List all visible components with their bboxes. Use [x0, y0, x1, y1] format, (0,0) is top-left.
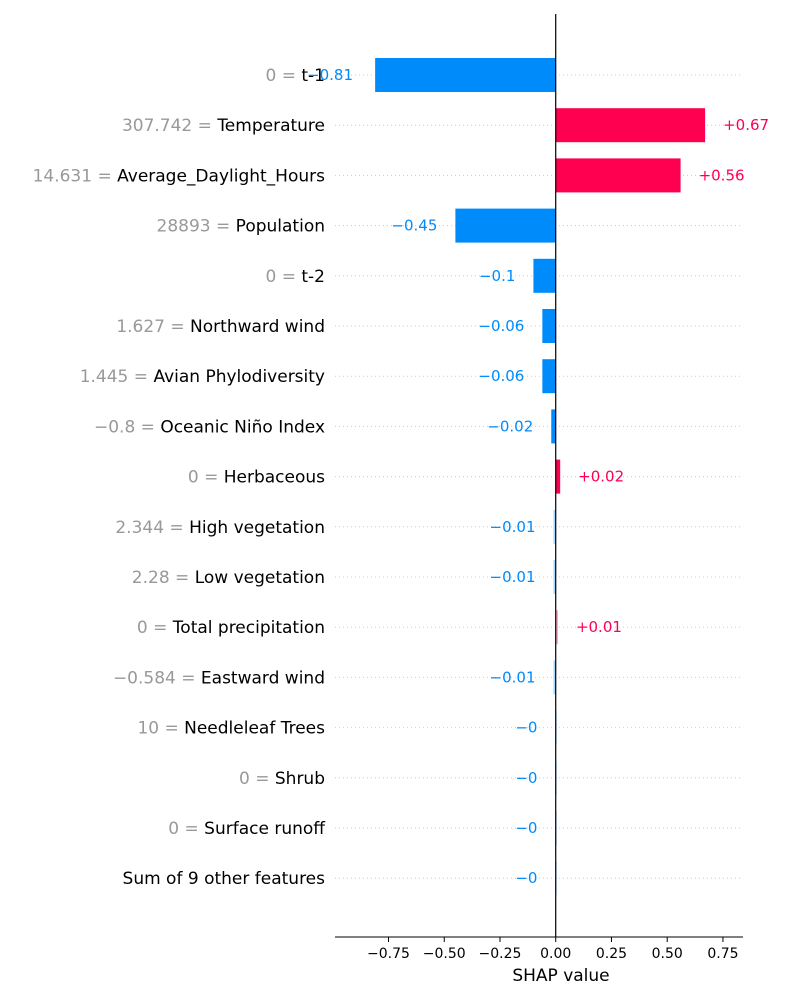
- feature-name: Total precipitation: [172, 618, 325, 638]
- feature-value: 0 =: [137, 618, 173, 638]
- feature-name: Surface runoff: [204, 819, 326, 839]
- x-axis: SHAP value −0.75 −0.50 −0.25 0.00 0.25 0.50 0.…: [335, 936, 743, 986]
- feature-name: Oceanic Niño Index: [160, 417, 325, 437]
- bar-eastward-wind: [553, 660, 556, 695]
- feature-name: Population: [236, 217, 325, 237]
- feature-value: 2.28 =: [132, 568, 195, 588]
- bar-value-label: −0.06: [478, 317, 524, 335]
- bar-value-label: −0: [515, 819, 537, 837]
- bar-value-label: −0.02: [487, 417, 533, 435]
- feature-label: 28893 = Population: [157, 217, 325, 237]
- bar-value-label: −0.1: [479, 267, 515, 285]
- x-tick-label: −0.25: [479, 946, 522, 962]
- bar-temperature: [555, 108, 706, 143]
- bar-high-vegetation: [553, 509, 556, 544]
- feature-name: Needleleaf Trees: [184, 719, 325, 739]
- bar-value-label: −0.01: [490, 668, 536, 686]
- feature-value: 2.344 =: [115, 518, 189, 538]
- feature-label: 0 = Shrub: [239, 769, 325, 789]
- feature-name: Average_Daylight_Hours: [117, 166, 325, 186]
- feature-value: 0 =: [266, 66, 302, 86]
- feature-label: 0 = t-1: [266, 66, 326, 86]
- bar-value-label: −0: [515, 769, 537, 787]
- feature-name: t-2: [301, 267, 325, 287]
- bar-value-label: +0.02: [578, 468, 624, 486]
- feature-name: Herbaceous: [224, 468, 325, 488]
- feature-name: High vegetation: [189, 518, 325, 538]
- feature-value: 1.445 =: [80, 367, 154, 387]
- feature-name: Avian Phylodiversity: [153, 367, 325, 387]
- bar-value-label: −0.01: [490, 518, 536, 536]
- bar-average-daylight-hours: [555, 158, 681, 193]
- bar-value-label: +0.56: [699, 166, 745, 184]
- feature-name: Northward wind: [190, 317, 325, 337]
- x-tick-label: 0.75: [707, 946, 738, 962]
- feature-value: −0.8 =: [94, 417, 160, 437]
- bar-value-label: −0.45: [391, 217, 437, 235]
- feature-name: Low vegetation: [195, 568, 325, 588]
- feature-label: 2.344 = High vegetation: [115, 518, 325, 538]
- feature-label: 10 = Needleleaf Trees: [137, 719, 325, 739]
- label-layer: 0 = t-1−0.81 307.742 = Temperature +0.67 14…: [33, 66, 769, 889]
- x-tick-label: 0.00: [540, 946, 571, 962]
- bar-value-label: +0.01: [576, 618, 622, 636]
- feature-label: 1.445 = Avian Phylodiversity: [80, 367, 325, 387]
- feature-name: Sum of 9 other features: [123, 869, 326, 889]
- feature-label: 14.631 = Average_Daylight_Hours: [33, 166, 326, 186]
- x-tick-label: −0.75: [367, 946, 410, 962]
- x-axis-title: SHAP value: [512, 966, 609, 986]
- feature-value: 14.631 =: [33, 166, 118, 186]
- bar-value-label: −0.06: [478, 367, 524, 385]
- bar-oceanic-ni-o-index: [551, 409, 556, 444]
- feature-label: Sum of 9 other features: [123, 869, 326, 889]
- feature-value: 0 =: [168, 819, 204, 839]
- bar-value-label: −0.81: [307, 66, 353, 84]
- feature-value: 0 =: [239, 769, 275, 789]
- bar-value-label: −0: [515, 719, 537, 737]
- feature-name: Eastward wind: [201, 668, 325, 688]
- feature-label: 0 = Total precipitation: [137, 618, 325, 638]
- bar-value-label: −0.01: [490, 568, 536, 586]
- bar-total-precipitation: [555, 610, 558, 645]
- feature-value: 307.742 =: [122, 116, 217, 136]
- bar-layer: [375, 58, 706, 896]
- bar-value-label: +0.67: [723, 116, 769, 134]
- bar-low-vegetation: [553, 560, 556, 594]
- feature-label: 0 = Surface runoff: [168, 819, 326, 839]
- feature-label: 1.627 = Northward wind: [116, 317, 325, 337]
- x-tick-label: 0.25: [596, 946, 627, 962]
- bar-northward-wind: [542, 309, 556, 343]
- x-tick-label: 0.50: [652, 946, 683, 962]
- feature-name: t-1: [301, 66, 325, 86]
- feature-value: −0.584 =: [113, 668, 201, 688]
- bar-t-1: [375, 58, 556, 92]
- feature-label: −0.8 = Oceanic Niño Index: [94, 417, 325, 437]
- feature-label: 0 = t-2: [266, 267, 326, 287]
- feature-value: 1.627 =: [116, 317, 190, 337]
- bar-population: [455, 208, 556, 243]
- bar-t-2: [533, 258, 556, 293]
- feature-name: Shrub: [275, 769, 325, 789]
- feature-name: Temperature: [216, 116, 325, 136]
- feature-label: 0 = Herbaceous: [188, 468, 325, 488]
- bar-herbaceous: [555, 459, 561, 494]
- bar-avian-phylodiversity: [542, 359, 556, 394]
- feature-label: −0.584 = Eastward wind: [113, 668, 325, 688]
- feature-value: 28893 =: [157, 217, 236, 237]
- feature-value: 10 =: [137, 719, 184, 739]
- feature-label: 307.742 = Temperature: [122, 116, 325, 136]
- feature-value: 0 =: [188, 468, 224, 488]
- x-tick-label: −0.50: [423, 946, 466, 962]
- bar-value-label: −0: [515, 869, 537, 887]
- feature-label: 2.28 = Low vegetation: [132, 568, 325, 588]
- grid-layer: [335, 74, 743, 879]
- feature-value: 0 =: [266, 267, 302, 287]
